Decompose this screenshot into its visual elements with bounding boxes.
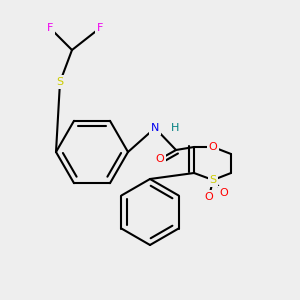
Text: N: N <box>151 123 159 133</box>
Text: F: F <box>97 23 103 33</box>
Text: F: F <box>47 23 53 33</box>
Text: S: S <box>56 77 64 87</box>
Text: H: H <box>171 123 179 133</box>
Text: S: S <box>209 175 217 185</box>
Text: O: O <box>205 192 213 202</box>
Text: O: O <box>220 188 228 198</box>
Text: O: O <box>208 142 217 152</box>
Text: O: O <box>156 154 164 164</box>
